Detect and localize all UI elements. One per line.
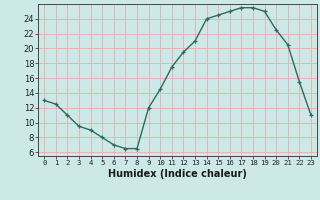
X-axis label: Humidex (Indice chaleur): Humidex (Indice chaleur)	[108, 169, 247, 179]
